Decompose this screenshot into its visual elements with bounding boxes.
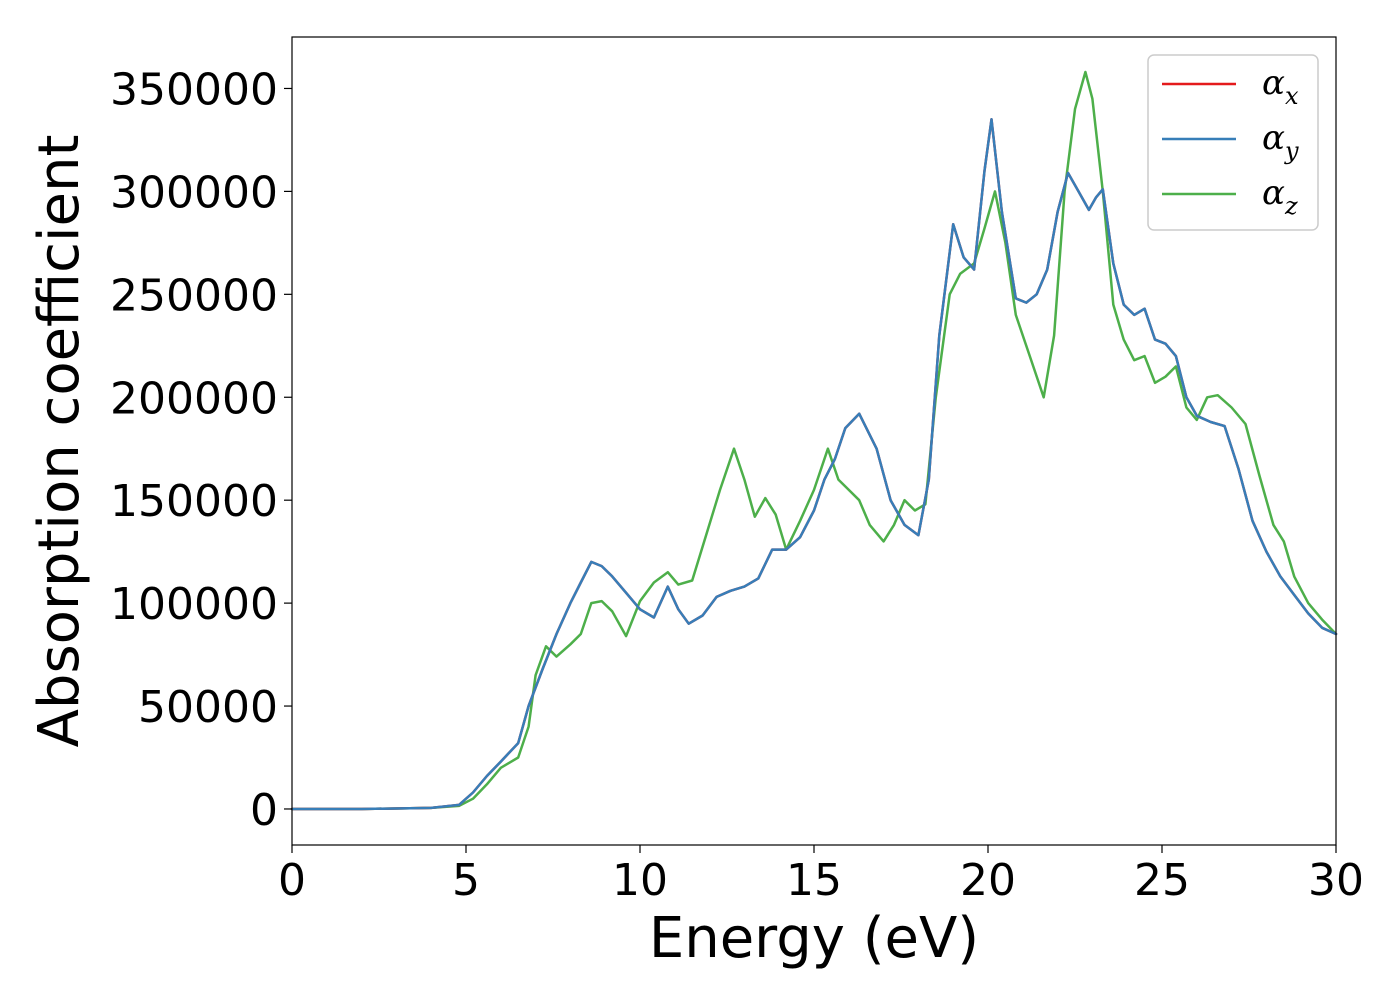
x-tick-label: 5 xyxy=(452,855,480,906)
x-tick-label: 10 xyxy=(612,855,668,906)
y-axis-label: Absorption coefficient xyxy=(27,135,92,748)
series-layer xyxy=(290,70,1338,811)
series-line-z xyxy=(290,70,1338,811)
legend-box xyxy=(1147,54,1319,231)
y-tick-label: 0 xyxy=(250,785,278,836)
x-tick-label: 25 xyxy=(1134,855,1190,906)
y-tick-label: 100000 xyxy=(110,579,278,630)
x-tick-label: 30 xyxy=(1308,855,1364,906)
y-tick-label: 250000 xyxy=(110,270,278,321)
x-tick-label: 20 xyxy=(960,855,1016,906)
x-axis-ticks: 0 5 10 15 20 25 30 xyxy=(278,845,1364,906)
x-tick-label: 15 xyxy=(786,855,842,906)
y-axis-ticks: 0 50000 100000 150000 200000 250000 300000 3500… xyxy=(110,64,292,836)
y-tick-label: 300000 xyxy=(110,167,278,218)
x-tick-label: 0 xyxy=(278,855,306,906)
y-tick-label: 350000 xyxy=(110,64,278,115)
y-tick-label: 50000 xyxy=(138,682,278,733)
y-tick-label: 150000 xyxy=(110,476,278,527)
series-line-y xyxy=(290,118,1338,811)
x-axis-label: Energy (eV) xyxy=(649,906,979,971)
y-tick-label: 200000 xyxy=(110,373,278,424)
